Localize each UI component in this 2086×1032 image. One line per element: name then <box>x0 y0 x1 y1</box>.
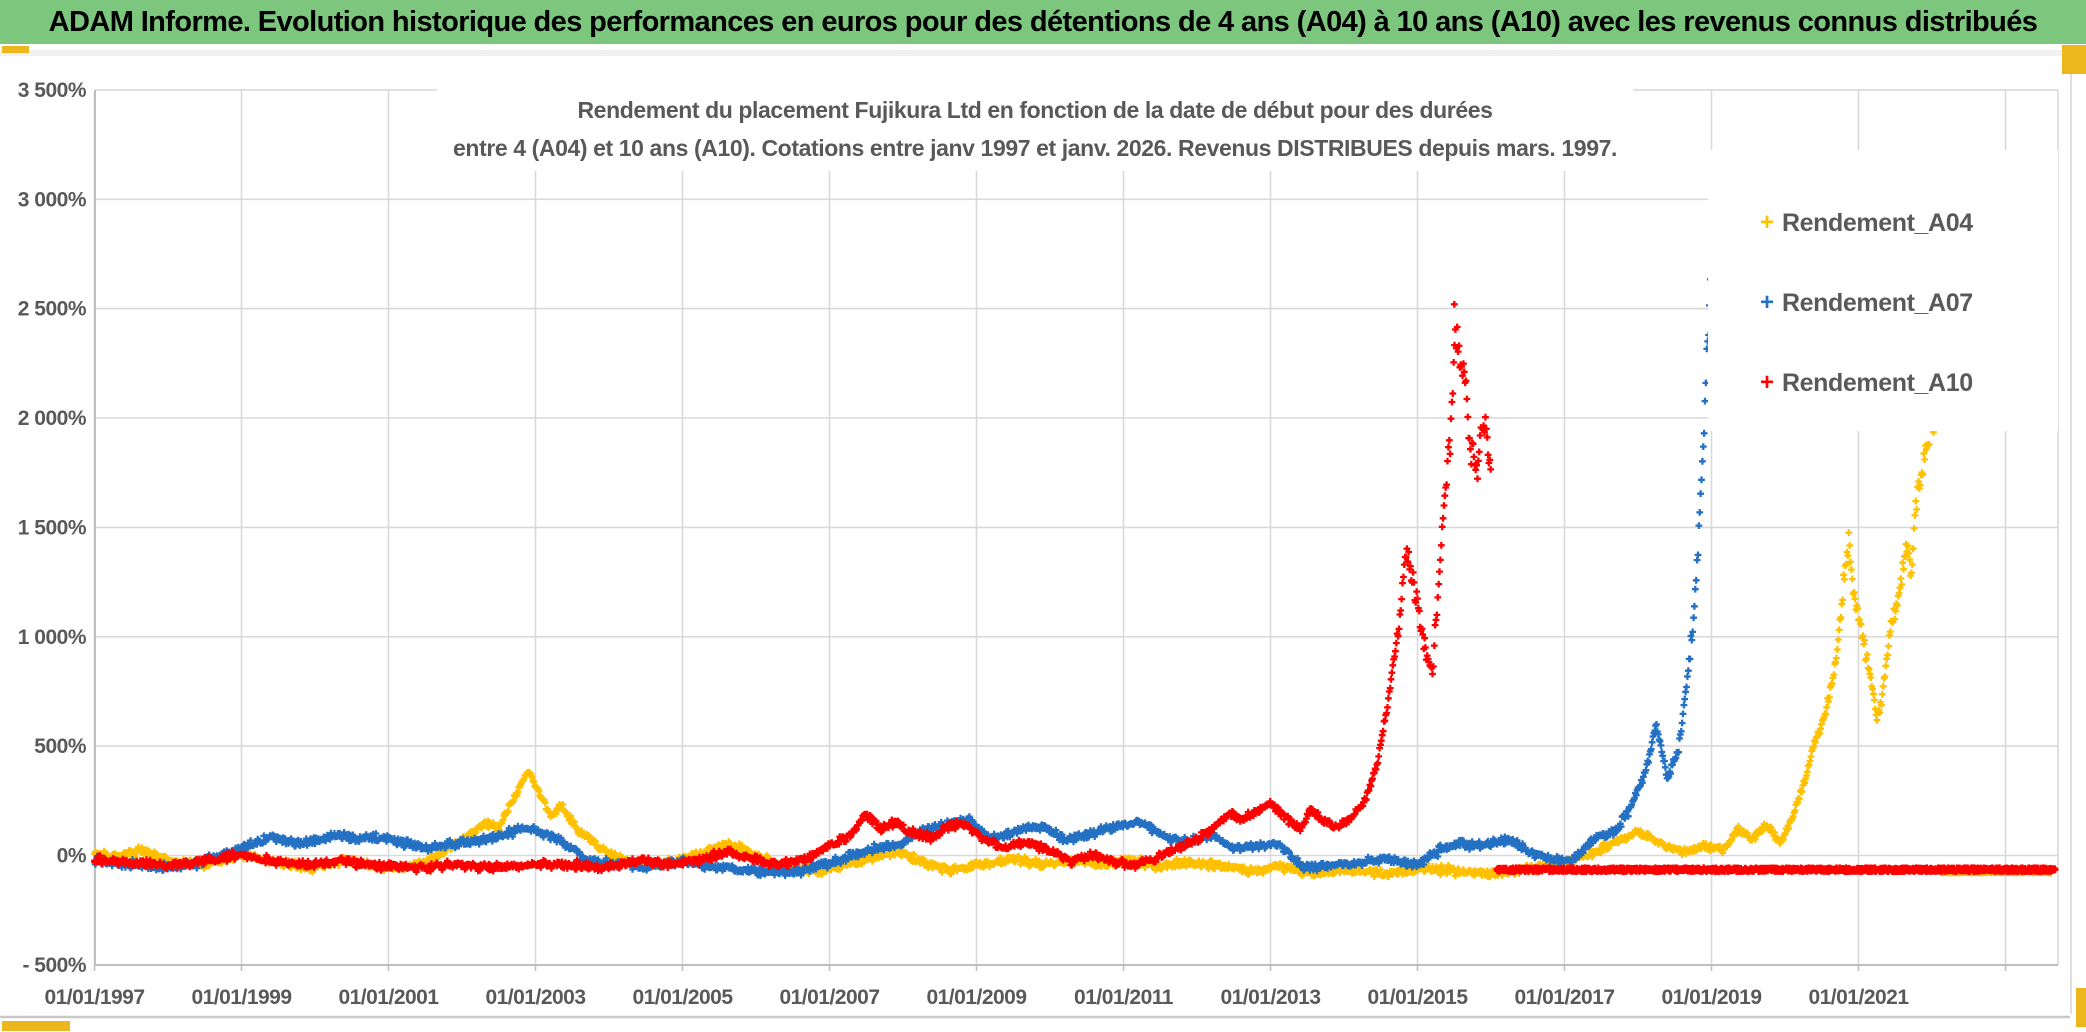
plus-marker-icon: + <box>1759 209 1774 236</box>
svg-text:01/01/2009: 01/01/2009 <box>926 986 1026 1009</box>
header-title: ADAM Informe. Evolution historique des p… <box>48 5 2038 38</box>
svg-text:01/01/2017: 01/01/2017 <box>1514 986 1614 1009</box>
svg-text:01/01/2015: 01/01/2015 <box>1367 986 1468 1009</box>
chart-title[interactable]: Rendement du placement Fujikura Ltd en f… <box>437 89 1633 171</box>
svg-text:01/01/2013: 01/01/2013 <box>1220 986 1320 1009</box>
legend-item-rendement-a04[interactable]: + Rendement_A04 <box>1752 206 1973 240</box>
svg-text:3 000%: 3 000% <box>18 188 87 211</box>
svg-text:01/01/2019: 01/01/2019 <box>1661 986 1761 1009</box>
legend-label: Rendement_A07 <box>1782 288 1973 317</box>
header-bar: ADAM Informe. Evolution historique des p… <box>0 0 2086 44</box>
gold-accent-bottom-left <box>2 1021 70 1031</box>
legend-item-rendement-a07[interactable]: + Rendement_A07 <box>1752 286 1973 320</box>
plus-marker-icon: + <box>1759 289 1774 316</box>
chart-title-line1: Rendement du placement Fujikura Ltd en f… <box>577 97 1493 123</box>
svg-text:01/01/1997: 01/01/1997 <box>44 986 144 1009</box>
svg-text:3 500%: 3 500% <box>18 79 87 102</box>
chart-title-line2: entre 4 (A04) et 10 ans (A10). Cotations… <box>453 135 1617 161</box>
svg-text:2 500%: 2 500% <box>18 298 87 321</box>
legend-label: Rendement_A10 <box>1782 368 1973 397</box>
header-divider <box>0 50 2086 56</box>
svg-text:01/01/2021: 01/01/2021 <box>1808 986 1909 1009</box>
svg-text:1 000%: 1 000% <box>18 626 87 649</box>
svg-text:1 500%: 1 500% <box>18 516 87 539</box>
svg-text:2 000%: 2 000% <box>18 407 87 430</box>
gold-accent-top-left <box>2 46 29 53</box>
svg-text:01/01/2003: 01/01/2003 <box>485 986 585 1009</box>
legend-label: Rendement_A04 <box>1782 208 1973 237</box>
svg-text:01/01/2001: 01/01/2001 <box>338 986 439 1009</box>
svg-text:500%: 500% <box>34 735 87 758</box>
legend-item-rendement-a10[interactable]: + Rendement_A10 <box>1752 366 1973 400</box>
plus-marker-icon: + <box>1759 369 1774 396</box>
chart-legend[interactable]: + Rendement_A04 + Rendement_A07 + Rendem… <box>1708 150 2058 431</box>
svg-text:- 500%: - 500% <box>22 954 86 977</box>
gold-accent-bottom-right <box>2076 988 2086 1027</box>
svg-text:01/01/2005: 01/01/2005 <box>632 986 733 1009</box>
gold-accent-top-right <box>2062 45 2086 74</box>
svg-text:01/01/2011: 01/01/2011 <box>1074 986 1174 1009</box>
svg-text:01/01/2007: 01/01/2007 <box>779 986 879 1009</box>
svg-text:01/01/1999: 01/01/1999 <box>191 986 291 1009</box>
svg-text:0%: 0% <box>57 845 87 868</box>
